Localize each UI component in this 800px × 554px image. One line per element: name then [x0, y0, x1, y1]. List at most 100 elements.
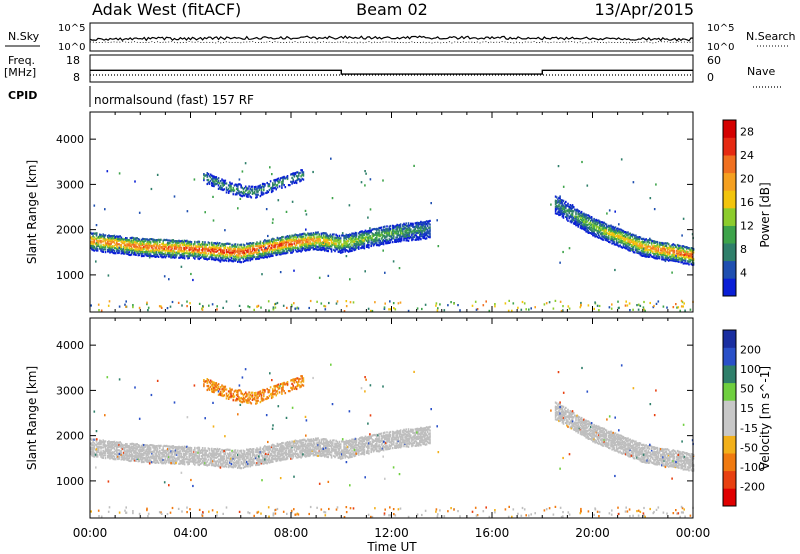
power-cell	[648, 248, 651, 252]
velocity-cell	[242, 459, 245, 462]
power-cell	[161, 247, 163, 250]
velocity-cell	[112, 451, 115, 454]
velocity-cell	[139, 448, 142, 452]
power-cell	[154, 253, 156, 256]
velocity-cell	[173, 446, 176, 449]
power-cell	[482, 304, 485, 307]
power-cell	[309, 236, 311, 239]
power-cell	[683, 251, 686, 254]
power-cell	[364, 229, 367, 232]
velocity-cell	[96, 455, 99, 458]
power-cell	[657, 250, 660, 253]
velocity-cell	[194, 446, 196, 449]
power-cell	[222, 184, 224, 187]
power-cell	[605, 237, 608, 240]
power-cell	[151, 246, 153, 249]
power-cell	[650, 247, 653, 250]
power-cell	[100, 240, 102, 243]
power-cell	[243, 187, 246, 190]
velocity-cell	[226, 452, 229, 455]
power-cell	[566, 209, 568, 212]
power-cell	[266, 253, 268, 256]
power-cell	[649, 238, 652, 242]
power-cell	[144, 253, 146, 256]
power-cell	[142, 248, 144, 251]
power-cell	[151, 250, 153, 253]
power-cell	[166, 250, 169, 253]
power-cell	[638, 246, 641, 249]
power-cell	[425, 237, 428, 240]
power-cell	[192, 243, 195, 246]
velocity-cell	[145, 454, 147, 457]
power-cell	[370, 309, 372, 312]
power-cell	[649, 251, 652, 254]
power-cell	[253, 192, 256, 195]
power-cell	[630, 244, 633, 247]
power-cell	[134, 241, 136, 244]
power-cell	[209, 179, 212, 182]
power-cell	[385, 240, 387, 243]
power-cell	[272, 183, 274, 187]
velocity-cell	[227, 457, 230, 460]
power-cell	[406, 231, 409, 234]
power-cell	[222, 179, 224, 182]
velocity-cell	[110, 445, 112, 448]
power-cell	[261, 241, 264, 245]
power-cell	[317, 239, 319, 242]
velocity-cell	[133, 459, 135, 462]
velocity-cell	[99, 441, 101, 444]
velocity-cell	[258, 453, 261, 456]
velocity-cell	[213, 456, 215, 459]
velocity-cell	[194, 453, 196, 456]
power-cell	[376, 227, 378, 230]
power-cell	[384, 225, 386, 228]
velocity-cell	[90, 442, 92, 445]
power-cell	[189, 302, 191, 305]
power-cell	[320, 232, 323, 235]
power-cell	[577, 217, 579, 220]
power-cell	[690, 262, 693, 266]
velocity-cell	[129, 443, 132, 446]
power-cell	[269, 246, 272, 250]
velocity-cell	[215, 462, 218, 465]
power-cell	[655, 255, 657, 258]
power-cell	[341, 251, 343, 254]
power-cell	[116, 250, 118, 253]
power-cell	[397, 232, 400, 235]
velocity-cell	[183, 458, 186, 461]
power-cell	[370, 237, 372, 240]
power-cell	[563, 205, 566, 208]
power-cell	[593, 230, 595, 233]
velocity-cell	[191, 458, 194, 461]
power-cell	[569, 214, 572, 217]
power-cell	[244, 255, 247, 258]
velocity-cell	[213, 458, 215, 462]
velocity-cell	[240, 454, 242, 457]
power-cell	[243, 244, 246, 247]
power-cell	[178, 248, 180, 251]
power-cell	[211, 248, 213, 251]
power-cell	[392, 260, 395, 263]
power-cell	[569, 220, 572, 223]
velocity-cell	[135, 459, 137, 462]
power-cell	[203, 254, 205, 257]
power-scatter	[90, 157, 695, 313]
velocity-cell	[164, 455, 167, 458]
power-cell	[92, 232, 94, 235]
velocity-cell	[188, 461, 190, 464]
power-cell	[504, 302, 507, 305]
power-cell	[321, 244, 324, 247]
power-cell	[627, 238, 629, 241]
power-cell	[619, 236, 621, 240]
velocity-cell	[233, 457, 236, 460]
velocity-cell	[231, 449, 233, 452]
power-cell	[261, 193, 264, 196]
power-cell	[291, 182, 293, 185]
velocity-cell	[243, 452, 246, 455]
velocity-cell	[145, 460, 147, 463]
power-cell	[196, 250, 198, 254]
power-cell	[530, 307, 532, 310]
power-cell	[208, 257, 211, 260]
power-cell	[662, 258, 664, 261]
power-cell	[110, 242, 112, 245]
